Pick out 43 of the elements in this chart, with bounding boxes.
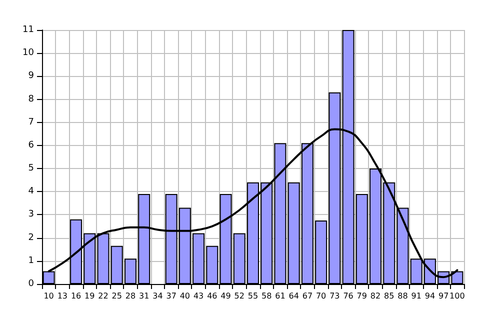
x-tick-label: 79 xyxy=(356,292,367,300)
x-tick-label: 13 xyxy=(57,292,68,300)
x-tick-label: 55 xyxy=(248,292,258,300)
x-tick-label: 25 xyxy=(112,292,122,300)
x-tick-label: 88 xyxy=(398,292,408,300)
x-tick-label: 10 xyxy=(44,292,54,300)
y-tick-label: 6 xyxy=(28,140,34,150)
x-tick-label: 61 xyxy=(275,292,286,300)
x-tick-label: 28 xyxy=(125,292,136,300)
y-tick-label: 1 xyxy=(28,256,34,266)
x-tick-label: 52 xyxy=(234,292,244,300)
x-tick-label: 49 xyxy=(220,292,231,300)
y-tick-label: 11 xyxy=(22,25,34,35)
x-tick-label: 70 xyxy=(316,292,326,300)
y-tick-label: 8 xyxy=(28,94,34,104)
x-tick-label: 46 xyxy=(207,292,218,300)
y-tick-label: 10 xyxy=(22,48,34,58)
x-tick-label: 82 xyxy=(370,292,381,300)
x-tick-label: 91 xyxy=(411,292,422,300)
y-tick-label: 5 xyxy=(28,164,34,174)
x-tick-label: 94 xyxy=(424,292,436,300)
x-tick-label: 43 xyxy=(193,292,204,300)
x-tick-label: 67 xyxy=(302,292,313,300)
x-tick-label: 31 xyxy=(139,292,150,300)
y-tick-label: 4 xyxy=(28,186,34,197)
y-tick-label: 3 xyxy=(28,210,34,220)
x-tick-label: 97 xyxy=(438,292,449,300)
y-tick-label: 2 xyxy=(28,232,34,243)
x-tick-label: 64 xyxy=(288,292,299,300)
x-tick-label: 19 xyxy=(84,292,95,300)
y-tick-label: 0 xyxy=(28,279,34,289)
x-tick-label: 58 xyxy=(262,292,272,300)
x-tick-label: 76 xyxy=(343,292,354,300)
x-tick-label: 16 xyxy=(70,292,82,300)
y-tick-label: 9 xyxy=(28,71,34,82)
x-tick-label: 73 xyxy=(330,292,340,300)
y-tick-label: 7 xyxy=(28,117,34,128)
x-tick-label: 37 xyxy=(166,292,176,300)
x-tick-label: 85 xyxy=(384,292,394,300)
x-tick-label: 100 xyxy=(450,292,465,300)
x-tick-label: 34 xyxy=(152,292,163,300)
x-tick-label: 40 xyxy=(180,292,190,300)
x-tick-label: 22 xyxy=(98,292,108,300)
